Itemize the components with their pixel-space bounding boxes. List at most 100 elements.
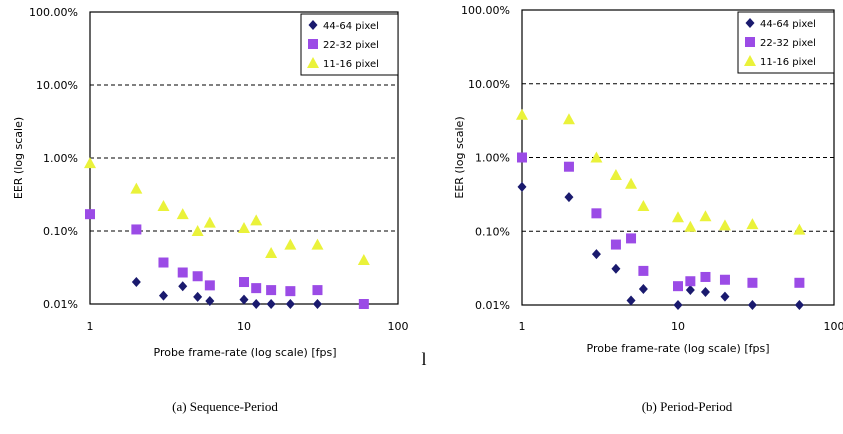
data-point: [718, 219, 731, 231]
data-point: [358, 299, 369, 309]
series-44-64-pixel: [131, 277, 322, 309]
data-point: [312, 299, 322, 309]
data-point: [610, 239, 621, 250]
x-tick-label: 1: [87, 320, 94, 333]
legend-marker: [744, 55, 756, 66]
data-point: [251, 283, 262, 294]
data-point: [250, 214, 263, 226]
data-point: [793, 223, 806, 235]
legend-marker: [745, 18, 755, 28]
legend-label: 22-32 pixel: [323, 40, 379, 51]
data-point: [699, 210, 712, 222]
legend-marker: [745, 37, 755, 47]
data-point: [238, 221, 250, 233]
y-tick-label: 0.01%: [475, 299, 510, 312]
data-point: [285, 299, 295, 309]
data-point: [591, 208, 602, 219]
series-22-32-pixel: [85, 209, 369, 309]
legend-marker: [308, 39, 318, 49]
data-point: [673, 300, 683, 310]
data-point: [285, 286, 296, 297]
legend-label: 11-16 pixel: [323, 59, 379, 70]
y-tick-label: 1.00%: [475, 152, 510, 165]
series-11-16-pixel: [516, 108, 806, 235]
data-point: [84, 157, 96, 169]
data-point: [684, 220, 697, 232]
data-point: [130, 182, 143, 194]
data-point: [191, 225, 204, 236]
x-tick-label: 1: [519, 320, 526, 333]
data-point: [794, 277, 805, 288]
data-point: [562, 113, 575, 125]
series-11-16-pixel: [84, 157, 370, 266]
data-point: [747, 277, 758, 288]
data-point: [192, 271, 203, 282]
data-point: [563, 161, 574, 172]
data-point: [626, 233, 637, 244]
data-point: [204, 280, 215, 291]
legend-label: 11-16 pixel: [760, 57, 816, 68]
data-point: [517, 152, 527, 163]
legend-label: 44-64 pixel: [760, 19, 816, 30]
x-axis-label: Probe frame-rate (log scale) [fps]: [154, 346, 337, 359]
data-point: [746, 218, 759, 230]
series-22-32-pixel: [517, 152, 805, 292]
legend-marker: [308, 20, 318, 30]
y-tick-label: 10.00%: [468, 78, 510, 91]
x-tick-label: 10: [237, 320, 251, 333]
data-point: [265, 246, 278, 258]
data-point: [516, 108, 528, 120]
data-point: [158, 290, 168, 301]
data-point: [85, 209, 95, 220]
y-tick-label: 0.10%: [43, 225, 78, 238]
data-point: [626, 295, 636, 306]
data-point: [625, 177, 638, 189]
x-tick-label: 100: [824, 320, 843, 333]
x-tick-label: 10: [671, 320, 685, 333]
data-point: [131, 224, 142, 235]
data-point: [158, 257, 169, 268]
figure-caption: (b) Period-Period: [642, 399, 733, 414]
data-point: [177, 267, 188, 278]
data-point: [700, 287, 710, 298]
data-point: [673, 281, 683, 292]
data-point: [266, 285, 277, 296]
series-44-64-pixel: [517, 181, 804, 310]
data-point: [205, 295, 215, 306]
data-point: [157, 200, 170, 212]
data-point: [609, 168, 622, 180]
data-point: [178, 281, 188, 292]
y-tick-label: 0.01%: [43, 298, 78, 311]
data-point: [203, 216, 216, 228]
data-point: [638, 265, 649, 276]
data-point: [794, 300, 804, 310]
data-point: [720, 291, 730, 302]
stray-character: l: [421, 349, 426, 369]
data-point: [312, 285, 323, 296]
legend-label: 22-32 pixel: [760, 38, 816, 49]
data-point: [131, 277, 141, 288]
data-point: [591, 249, 601, 260]
data-point: [590, 151, 603, 163]
legend-label: 44-64 pixel: [323, 21, 379, 32]
data-point: [611, 263, 621, 274]
y-tick-label: 1.00%: [43, 152, 78, 165]
y-tick-label: 0.10%: [475, 225, 510, 238]
y-axis-label: EER (log scale): [453, 116, 466, 198]
data-point: [685, 276, 696, 287]
data-point: [357, 254, 370, 266]
data-point: [266, 299, 276, 309]
y-tick-label: 10.00%: [36, 79, 78, 92]
data-point: [517, 181, 527, 192]
data-point: [176, 208, 189, 220]
data-point: [564, 192, 574, 203]
x-tick-label: 100: [388, 320, 409, 333]
data-point: [672, 211, 684, 223]
y-tick-label: 100.00%: [461, 4, 510, 17]
data-point: [251, 299, 261, 309]
data-point: [239, 277, 249, 288]
data-point: [311, 238, 324, 250]
data-point: [637, 199, 650, 211]
y-axis-label: EER (log scale): [12, 117, 25, 199]
data-point: [719, 274, 730, 285]
